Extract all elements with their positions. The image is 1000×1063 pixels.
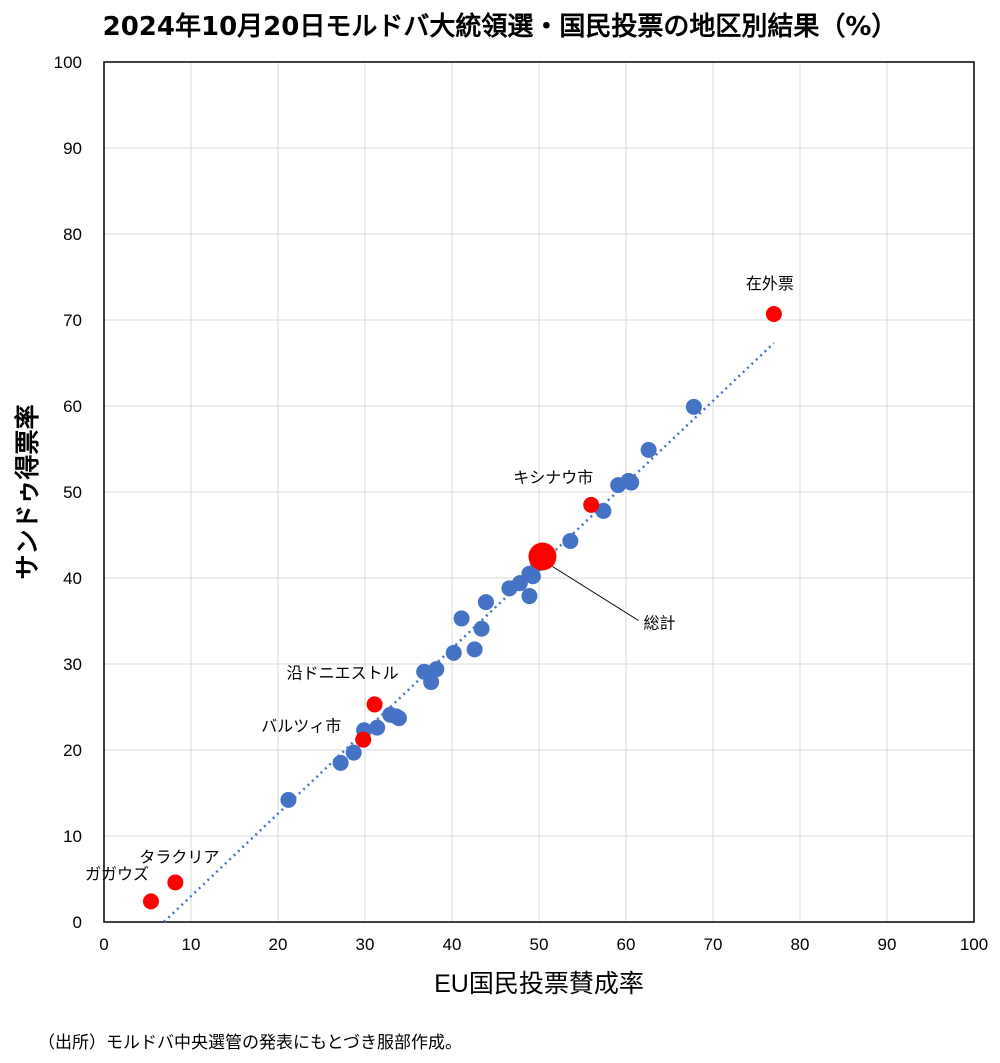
highlight-point [765, 305, 782, 322]
district-point [445, 644, 462, 661]
point-label: 総計 [643, 615, 675, 633]
district-point [473, 620, 490, 637]
district-point [562, 533, 579, 550]
y-tick-label: 70 [63, 311, 82, 330]
district-point [453, 610, 470, 627]
district-point [521, 588, 538, 605]
district-point [428, 661, 445, 678]
y-tick-label: 40 [63, 569, 82, 588]
highlight-point [142, 893, 159, 910]
highlight-point [167, 874, 184, 891]
district-point [477, 594, 494, 611]
x-tick-label: 90 [878, 935, 897, 954]
district-point [423, 674, 440, 691]
district-point [332, 754, 349, 771]
x-tick-label: 20 [269, 935, 288, 954]
district-point [345, 744, 362, 761]
x-tick-label: 50 [530, 935, 549, 954]
point-label: 在外票 [746, 275, 794, 293]
highlight-point [366, 696, 383, 713]
x-tick-label: 40 [443, 935, 462, 954]
y-axis-label: サンドゥ得票率 [13, 404, 42, 579]
district-point [623, 474, 640, 491]
point-label: 沿ドニエストル [287, 664, 399, 682]
district-point [390, 710, 407, 727]
x-tick-label: 100 [960, 935, 988, 954]
data-points [142, 305, 782, 910]
point-label: キシナウ市 [513, 469, 593, 487]
district-point [524, 568, 541, 585]
district-point [369, 719, 386, 736]
y-tick-label: 50 [63, 483, 82, 502]
x-tick-label: 10 [182, 935, 201, 954]
highlight-point [583, 496, 600, 513]
x-tick-label: 80 [791, 935, 810, 954]
highlight-point [355, 731, 372, 748]
district-point [640, 441, 657, 458]
x-tick-label: 30 [356, 935, 375, 954]
total-leader-line [552, 566, 639, 621]
x-tick-label: 60 [617, 935, 636, 954]
district-point [685, 398, 702, 415]
y-tick-label: 0 [73, 913, 82, 932]
source-footnote: （出所）モルドバ中央選管の発表にもとづき服部作成。 [38, 1033, 462, 1053]
district-point [280, 791, 297, 808]
district-point [595, 502, 612, 519]
tick-labels: 0 10 20 30 40 50 60 70 80 90 100 0 10 20 30 40 50 60 70 80 9… [54, 53, 989, 954]
x-tick-label: 0 [99, 935, 108, 954]
y-tick-label: 10 [63, 827, 82, 846]
y-tick-label: 20 [63, 741, 82, 760]
x-axis-label: EU国民投票賛成率 [434, 970, 644, 998]
total-point [528, 542, 557, 571]
trendline [163, 342, 775, 923]
x-tick-label: 70 [704, 935, 723, 954]
y-tick-label: 30 [63, 655, 82, 674]
point-label: ガガウズ [85, 865, 149, 883]
point-label: タラクリア [139, 848, 219, 866]
grid-lines [103, 61, 975, 923]
point-label: バルツィ市 [261, 718, 341, 736]
district-point [466, 641, 483, 658]
y-tick-label: 100 [54, 53, 82, 72]
y-tick-label: 90 [63, 139, 82, 158]
y-tick-label: 60 [63, 397, 82, 416]
y-tick-label: 80 [63, 225, 82, 244]
chart-title: 2024年10月20日モルドバ大統領選・国民投票の地区別結果（%） [102, 12, 898, 42]
plot-area-border [103, 61, 975, 923]
